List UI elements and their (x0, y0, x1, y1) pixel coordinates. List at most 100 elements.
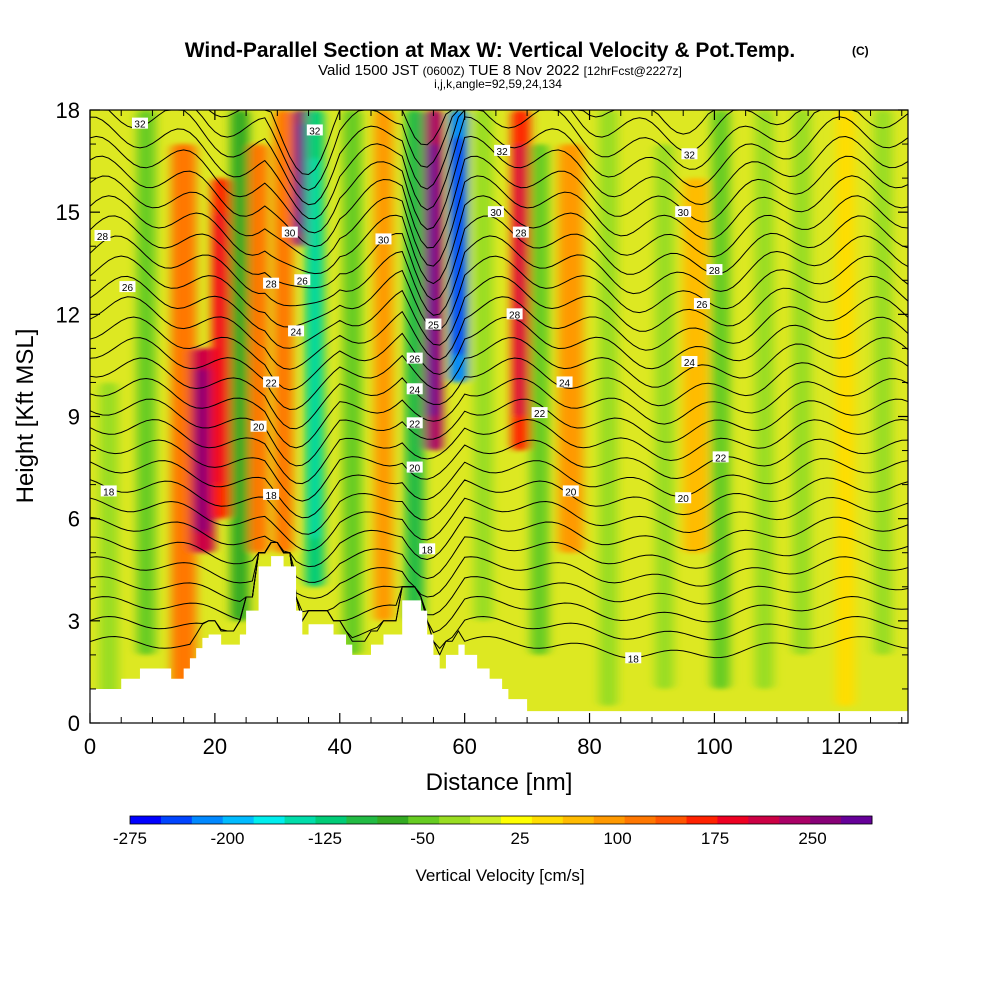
svg-text:20: 20 (203, 734, 227, 759)
x-axis-label: Distance [nm] (426, 769, 573, 796)
isentrope-labels: 32 32 32 32 30 30 30 30 28 28 28 26 28 26 28 26 24 25 26 24… (94, 117, 729, 665)
svg-text:32: 32 (684, 150, 696, 161)
x-tick: 0 (84, 110, 96, 759)
svg-text:20: 20 (253, 423, 265, 434)
forecast-info: [12hrFcst@2227z] (584, 64, 682, 78)
svg-text:28: 28 (515, 229, 527, 240)
valid-time-utc: (0600Z) (423, 64, 465, 78)
isentrope-label: 22 (531, 407, 548, 420)
svg-text:18: 18 (422, 545, 434, 556)
svg-text:20: 20 (678, 494, 690, 505)
svg-text:100: 100 (696, 734, 733, 759)
vv-core-3 (196, 368, 209, 533)
isentrope-label: 28 (94, 230, 111, 243)
isentrope-label: 28 (506, 308, 523, 321)
isentrope-line (90, 542, 908, 650)
svg-text:15: 15 (56, 200, 80, 225)
isentrope-label: 32 (131, 117, 148, 131)
isentrope-line (90, 477, 908, 535)
colorbar-swatch (810, 816, 842, 824)
colorbar-swatch (593, 816, 626, 824)
vv-column-0 (99, 382, 119, 706)
isentrope-label: 25 (425, 318, 442, 332)
colorbar-swatch (686, 816, 718, 824)
colorbar-swatch (748, 816, 780, 824)
svg-text:20: 20 (565, 487, 577, 498)
isentrope-label: 32 (681, 148, 698, 161)
colorbar-swatch (531, 816, 564, 824)
y-axis-label: Height [Kft MSL] (12, 329, 39, 504)
colorbar-tick-label: 100 (603, 829, 631, 848)
isentrope-label: 18 (100, 485, 117, 498)
svg-text:26: 26 (122, 283, 134, 294)
isentrope-line (90, 542, 908, 599)
isentrope-label: 32 (494, 144, 511, 158)
svg-text:120: 120 (821, 734, 858, 759)
svg-text:28: 28 (709, 266, 721, 277)
vv-column-11 (374, 110, 393, 621)
svg-text:26: 26 (297, 276, 309, 287)
colorbar-swatch (253, 816, 286, 824)
svg-text:12: 12 (56, 302, 80, 327)
svg-text:26: 26 (696, 300, 708, 311)
colorbar-swatch (470, 816, 502, 824)
svg-text:32: 32 (497, 147, 509, 158)
svg-text:24: 24 (290, 327, 302, 338)
x-tick: 60 (452, 110, 477, 759)
colorbar-tick-label: -50 (410, 829, 435, 848)
isentrope-line (90, 418, 908, 485)
isentrope-label: 30 (675, 206, 692, 219)
colorbar-swatch (315, 816, 347, 824)
isentrope-label: 22 (712, 451, 729, 464)
y-tick: 9 (68, 405, 908, 430)
isentrope-label: 26 (119, 281, 136, 294)
vv-core-16 (516, 144, 526, 417)
svg-text:28: 28 (509, 310, 521, 321)
isentrope-label: 24 (288, 325, 305, 338)
colorbar: -275 -200 -125 -50 25 100 175 250 (113, 815, 873, 848)
potential-temperature-isentropes (90, 110, 908, 659)
vv-column-26 (873, 110, 893, 655)
colorbar-swatch (160, 816, 193, 824)
svg-text:22: 22 (715, 453, 727, 464)
isentrope-line (90, 255, 908, 331)
svg-text:24: 24 (559, 378, 571, 389)
svg-text:18: 18 (266, 491, 278, 502)
svg-text:0: 0 (84, 734, 96, 759)
isentrope-line (90, 357, 908, 430)
isentrope-line (90, 195, 908, 285)
vv-column-19 (598, 110, 618, 706)
chart-subtitle: Valid 1500 JST (0600Z) TUE 8 Nov 2022 [1… (318, 62, 682, 79)
colorbar-swatch (222, 816, 255, 824)
vv-column-23 (755, 110, 774, 689)
svg-text:32: 32 (309, 126, 321, 137)
isentrope-line (90, 536, 908, 583)
svg-text:3: 3 (68, 609, 80, 634)
vv-column-18 (558, 144, 584, 553)
svg-text:18: 18 (103, 487, 115, 498)
svg-text:30: 30 (284, 229, 296, 240)
vv-column-22 (711, 110, 731, 689)
isentrope-label: 24 (556, 376, 573, 389)
colorbar-swatch (562, 816, 595, 824)
svg-text:22: 22 (266, 378, 278, 389)
isentrope-label: 28 (512, 226, 529, 240)
svg-text:26: 26 (409, 355, 421, 366)
x-tick: 120 (821, 110, 858, 759)
svg-text:22: 22 (534, 409, 546, 420)
colorbar-swatch (779, 816, 811, 824)
colorbar-swatch (377, 816, 409, 824)
isentrope-line (90, 296, 908, 370)
plot-area: 32 32 32 32 30 30 30 30 28 28 28 26 28 26 28 26 24 25 26 24… (90, 110, 908, 723)
isentrope-label: 20 (675, 492, 692, 505)
isentrope-label: 20 (250, 420, 267, 434)
vv-column-7 (274, 110, 293, 553)
isentrope-line (90, 458, 908, 519)
colorbar-tick-label: -275 (113, 829, 147, 848)
isentrope-line (90, 135, 908, 234)
colorbar-frame (129, 815, 873, 825)
y-tick: 3 (68, 609, 908, 634)
vertical-velocity-field (99, 110, 893, 706)
isentrope-line (90, 516, 908, 568)
